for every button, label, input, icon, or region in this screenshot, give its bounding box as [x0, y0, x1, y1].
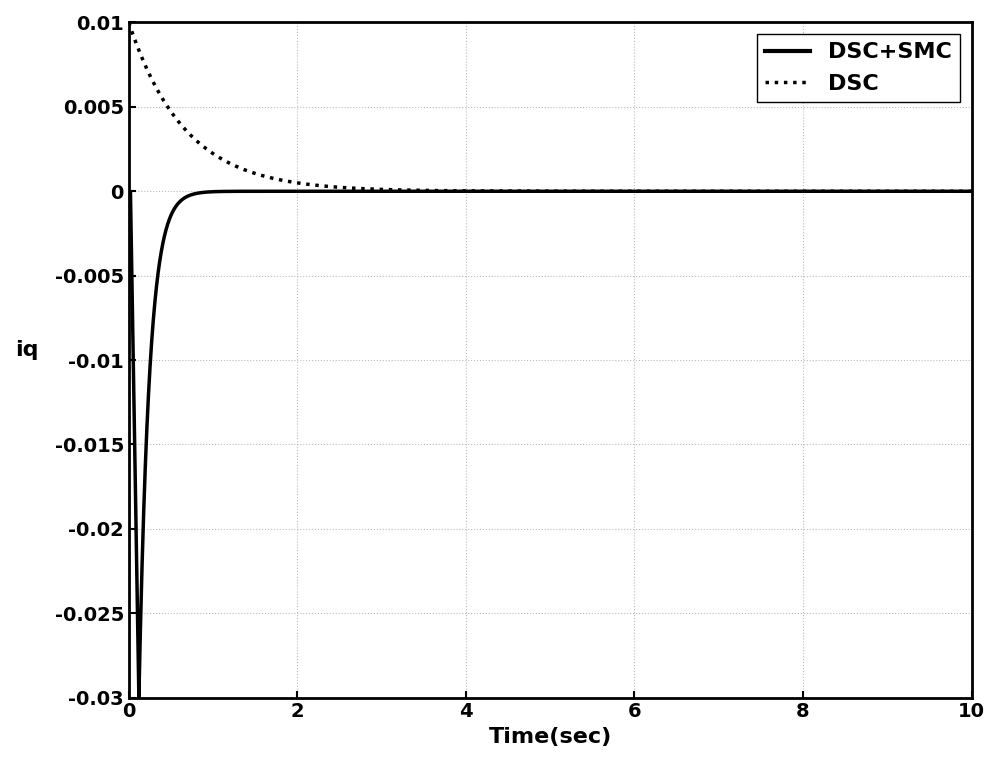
DSC+SMC	[123, 187, 135, 196]
X-axis label: Time(sec): Time(sec)	[489, 727, 612, 747]
DSC+SMC	[535, 187, 547, 196]
DSC+SMC	[133, 693, 145, 702]
DSC	[127, 29, 139, 38]
Line: DSC+SMC: DSC+SMC	[129, 191, 972, 697]
DSC+SMC	[158, 235, 170, 244]
DSC+SMC	[173, 197, 185, 207]
Y-axis label: iq: iq	[15, 340, 39, 360]
Legend: DSC+SMC, DSC: DSC+SMC, DSC	[757, 34, 960, 103]
DSC	[966, 187, 978, 196]
DSC	[173, 118, 185, 127]
DSC	[921, 187, 933, 196]
DSC	[158, 96, 170, 105]
DSC	[535, 187, 547, 196]
DSC	[288, 178, 300, 187]
DSC+SMC	[921, 187, 933, 196]
DSC+SMC	[127, 313, 139, 322]
Line: DSC: DSC	[129, 23, 972, 191]
DSC	[123, 18, 135, 27]
DSC+SMC	[288, 187, 300, 196]
DSC+SMC	[966, 187, 978, 196]
